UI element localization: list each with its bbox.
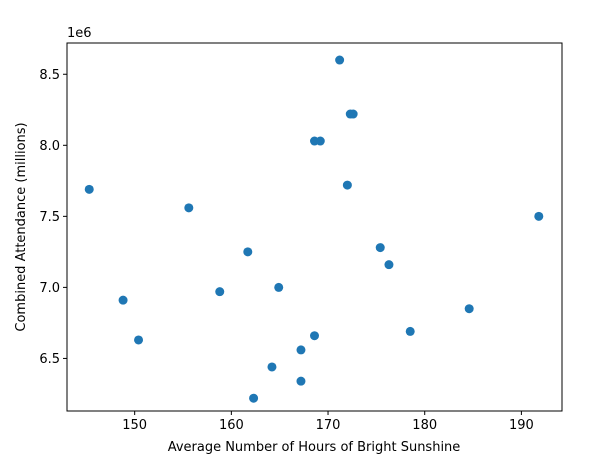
data-point [243,247,253,257]
x-axis-ticks: 150 160 170 180 190 [122,411,534,433]
data-point [296,376,306,386]
x-tick-label: 190 [509,418,534,433]
data-point [296,345,306,355]
y-tick-label: 7.5 [39,210,60,225]
data-points [84,55,544,403]
x-tick-label: 150 [122,418,147,433]
x-tick-label: 160 [219,418,244,433]
y-axis-ticks: 6.5 7.0 7.5 8.0 8.5 [39,68,67,367]
data-point [342,180,352,190]
data-point [310,331,319,341]
data-point [405,326,415,336]
axes-frame [66,42,563,412]
x-axis-label: Average Number of Hours of Bright Sunshi… [168,440,461,455]
data-point [84,184,94,194]
data-point [335,55,345,65]
data-point [274,282,284,292]
data-point [118,295,128,305]
data-point [375,243,385,253]
x-tick-label: 180 [412,418,437,433]
y-tick-label: 8.0 [39,139,60,154]
y-tick-label: 7.0 [39,281,60,296]
y-axis-label: Combined Attendance (millions) [14,122,29,331]
data-point [184,203,194,213]
y-tick-label: 6.5 [39,352,60,367]
data-point [215,287,225,297]
y-tick-label: 8.5 [39,68,60,83]
data-point [534,211,544,221]
data-point [348,109,358,119]
data-point [249,393,259,403]
data-point [464,304,474,314]
data-point [315,136,325,146]
data-point [384,260,394,270]
y-axis-offset-label: 1e6 [67,26,92,41]
data-point [134,335,144,345]
data-point [267,362,277,372]
x-tick-label: 170 [316,418,341,433]
